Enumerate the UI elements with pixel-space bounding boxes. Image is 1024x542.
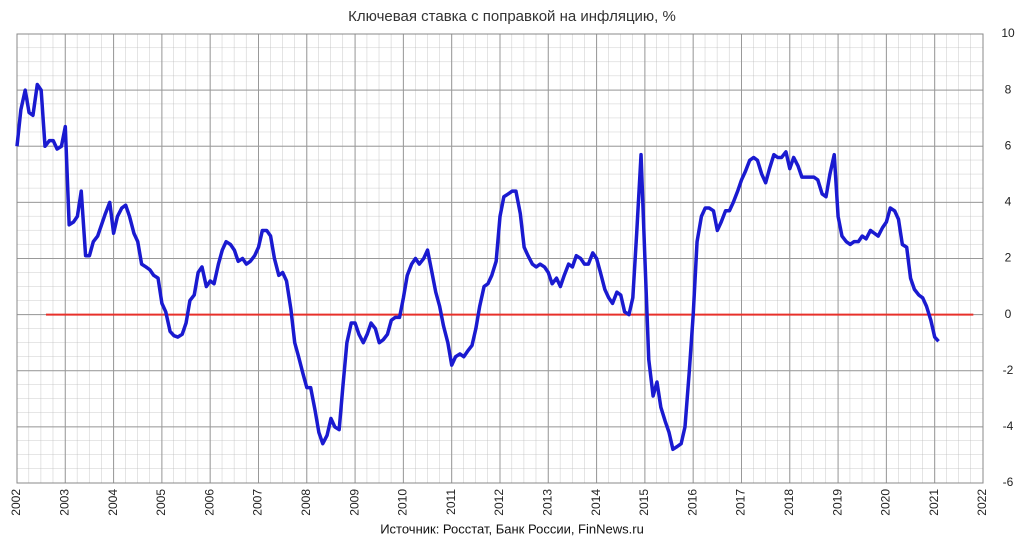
x-tick-label: 2007 [251, 489, 265, 516]
x-tick-label: 2017 [734, 489, 748, 516]
series-line [15, 82, 940, 452]
x-tick-label: 2012 [492, 489, 506, 516]
x-tick-label: 2003 [57, 489, 71, 516]
x-tick-label: 2018 [782, 489, 796, 516]
x-tick-label: 2002 [9, 489, 23, 516]
x-tick-label: 2019 [830, 489, 844, 516]
x-tick-label: 2021 [927, 489, 941, 516]
y-tick-label: -2 [1003, 363, 1014, 377]
y-tick-label: 8 [1005, 82, 1012, 96]
y-tick-label: 10 [1001, 26, 1015, 40]
y-tick-label: 0 [1005, 307, 1012, 321]
plot-border [16, 33, 984, 484]
y-tick-label: -6 [1003, 475, 1014, 489]
x-tick-label: 2013 [540, 489, 554, 516]
y-tick-label: 4 [1005, 195, 1012, 209]
y-tick-label: -4 [1003, 419, 1014, 433]
y-tick-label: 2 [1005, 251, 1012, 265]
x-tick-label: 2004 [106, 489, 120, 516]
x-tick-label: 2008 [299, 489, 313, 516]
x-tick-label: 2020 [879, 489, 893, 516]
x-tick-label: 2009 [347, 489, 361, 516]
x-tick-label: 2016 [685, 489, 699, 516]
chart-title: Ключевая ставка с поправкой на инфляцию,… [348, 8, 676, 25]
y-tick-label: 6 [1005, 138, 1012, 152]
x-tick-label: 2014 [589, 489, 603, 516]
x-tick-label: 2015 [637, 489, 651, 516]
x-tick-label: 2006 [202, 489, 216, 516]
x-tick-label: 2005 [154, 489, 168, 516]
x-tick-label: 2010 [396, 489, 410, 516]
source-note: Источник: Росстат, Банк России, FinNews.… [380, 521, 644, 536]
x-tick-label: 2011 [444, 489, 458, 515]
x-tick-label: 2022 [975, 489, 989, 516]
